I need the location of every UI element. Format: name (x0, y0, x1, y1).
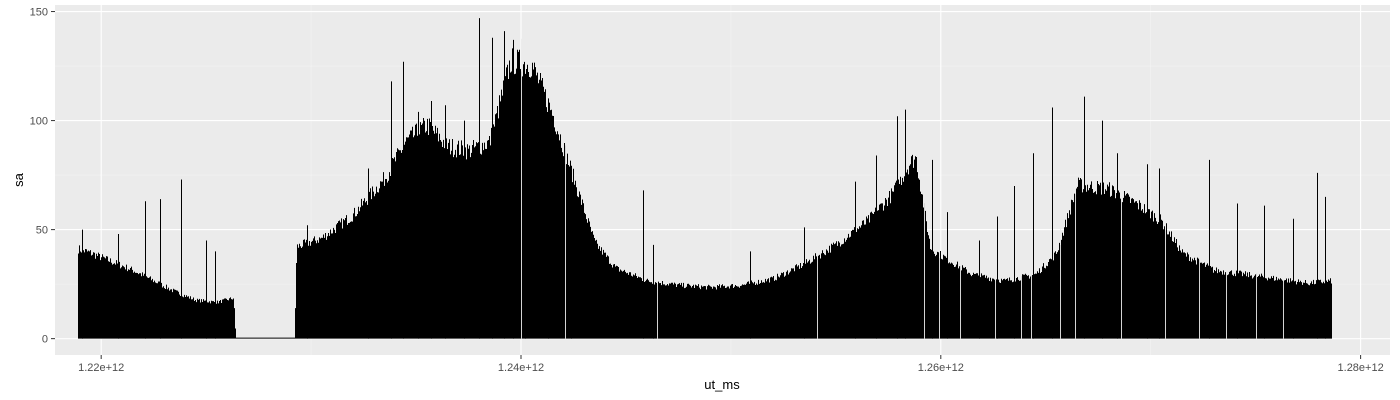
y-tick-label: 150 (30, 7, 48, 19)
x-axis: 1.22e+12 1.24e+12 1.26e+12 1.28e+12 (78, 355, 1384, 374)
y-tick-label: 50 (36, 225, 48, 237)
x-tick-label: 1.28e+12 (1338, 362, 1384, 374)
x-tick-label: 1.26e+12 (918, 362, 964, 374)
y-axis: 0 50 100 150 (30, 7, 55, 346)
x-tick-label: 1.22e+12 (78, 362, 124, 374)
y-axis-title: sa (11, 172, 26, 187)
x-axis-title: ut_ms (704, 377, 740, 392)
x-tick-label: 1.24e+12 (498, 362, 544, 374)
y-tick-label: 0 (42, 334, 48, 346)
y-tick-label: 100 (30, 116, 48, 128)
